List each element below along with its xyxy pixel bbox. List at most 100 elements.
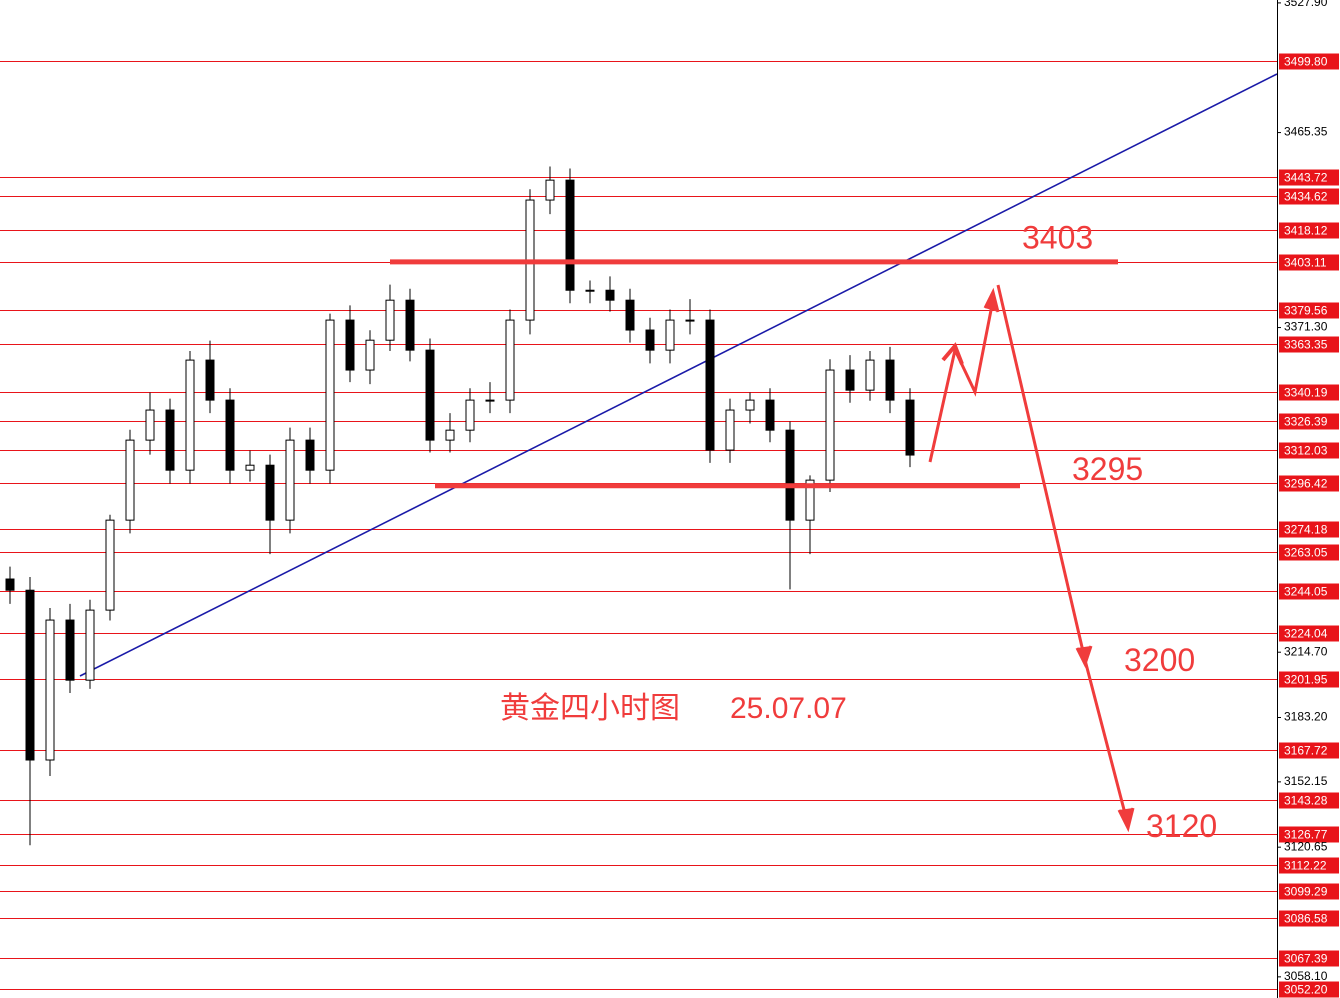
level-label-box <box>1279 413 1339 430</box>
candle-body <box>665 319 675 351</box>
level-label: 3201.95 <box>1284 673 1328 687</box>
candle-body <box>705 319 715 451</box>
level-label: 3340.19 <box>1284 386 1328 400</box>
candle-body <box>845 369 855 391</box>
candle-body <box>5 578 15 591</box>
candle-body <box>505 319 515 401</box>
level-label: 3167.72 <box>1284 744 1328 758</box>
forecast-arrow-head <box>1075 645 1093 668</box>
level-label: 3244.05 <box>1284 585 1328 599</box>
candle-body <box>205 359 215 401</box>
y-tick-label: 3214.70 <box>1284 644 1328 658</box>
candle-body <box>305 439 315 471</box>
candle-body <box>485 399 495 402</box>
level-label-box <box>1279 169 1339 186</box>
level-label: 3086.58 <box>1284 912 1328 926</box>
candle-body <box>185 359 195 471</box>
level-label-box <box>1279 583 1339 600</box>
candle-body <box>125 439 135 521</box>
level-label: 3274.18 <box>1284 523 1328 537</box>
level-label: 3224.04 <box>1284 627 1328 641</box>
level-label-box <box>1279 625 1339 642</box>
candle-body <box>105 519 115 611</box>
candle-body <box>745 399 755 411</box>
candle-body <box>85 609 95 681</box>
y-tick-label: 3152.15 <box>1284 774 1328 788</box>
candle-body <box>145 409 155 441</box>
level-label-box <box>1279 857 1339 874</box>
level-label: 3099.29 <box>1284 885 1328 899</box>
trend-line <box>79 73 1278 677</box>
candle-body <box>825 369 835 481</box>
level-label: 3363.35 <box>1284 338 1328 352</box>
key-level-label: 3403 <box>1022 219 1093 255</box>
candle-body <box>685 319 695 322</box>
candle-body <box>365 339 375 371</box>
candle-body <box>25 589 35 761</box>
candle-body <box>785 429 795 521</box>
candle-body <box>385 299 395 341</box>
level-label-box <box>1279 442 1339 459</box>
candle-body <box>885 359 895 401</box>
candle-body <box>865 359 875 391</box>
level-label: 3143.28 <box>1284 794 1328 808</box>
y-tick-label: 3371.30 <box>1284 320 1328 334</box>
level-label-box <box>1279 521 1339 538</box>
y-tick-label: 3527.90 <box>1284 0 1328 9</box>
target-label: 3120 <box>1146 808 1217 844</box>
candle-body <box>425 349 435 441</box>
candle-body <box>345 319 355 371</box>
candle-body <box>565 179 575 291</box>
candle-body <box>245 464 255 471</box>
forecast-arrow-head <box>983 287 1000 313</box>
candle-body <box>465 399 475 431</box>
level-label-box <box>1279 671 1339 688</box>
level-label: 3126.77 <box>1284 828 1328 842</box>
candle-body <box>805 479 815 521</box>
candle-body <box>585 289 595 292</box>
candle-body <box>325 319 335 471</box>
chart-date: 25.07.07 <box>730 692 847 725</box>
level-label-box <box>1279 826 1339 843</box>
level-label-box <box>1279 544 1339 561</box>
level-label: 3296.42 <box>1284 477 1328 491</box>
level-label: 3403.11 <box>1284 256 1327 270</box>
level-label: 3326.39 <box>1284 415 1328 429</box>
level-label: 3312.03 <box>1284 444 1328 458</box>
forecast-arrow-head <box>941 342 964 365</box>
level-label-box <box>1279 981 1339 998</box>
candle-body <box>905 399 915 456</box>
key-level-label: 3295 <box>1072 451 1143 487</box>
level-label-box <box>1279 742 1339 759</box>
chart-title: 黄金四小时图 <box>500 692 680 725</box>
y-tick-label: 3120.65 <box>1284 839 1328 853</box>
candle-body <box>405 299 415 351</box>
level-label-box <box>1279 188 1339 205</box>
candle-body <box>265 464 275 521</box>
candle-body <box>65 619 75 681</box>
level-label-box <box>1279 792 1339 809</box>
level-label: 3052.20 <box>1284 983 1328 997</box>
level-label: 3443.72 <box>1284 171 1328 185</box>
candle-body <box>625 299 635 331</box>
forecast-arrow-head <box>1117 807 1135 833</box>
level-label: 3263.05 <box>1284 546 1328 560</box>
level-label-box <box>1279 302 1339 319</box>
y-tick-label: 3465.35 <box>1284 125 1328 139</box>
level-label-box <box>1279 254 1339 271</box>
candle-body <box>45 619 55 761</box>
candle-body <box>225 399 235 471</box>
level-label-box <box>1279 384 1339 401</box>
target-label: 3200 <box>1124 642 1195 678</box>
level-label: 3379.56 <box>1284 304 1328 318</box>
level-label-box <box>1279 475 1339 492</box>
forecast-path <box>928 299 995 463</box>
y-tick-label: 3183.20 <box>1284 710 1328 724</box>
level-label: 3418.12 <box>1284 224 1328 238</box>
candle-body <box>165 409 175 471</box>
level-label-box <box>1279 910 1339 927</box>
candle-body <box>445 429 455 441</box>
candle-body <box>645 329 655 351</box>
